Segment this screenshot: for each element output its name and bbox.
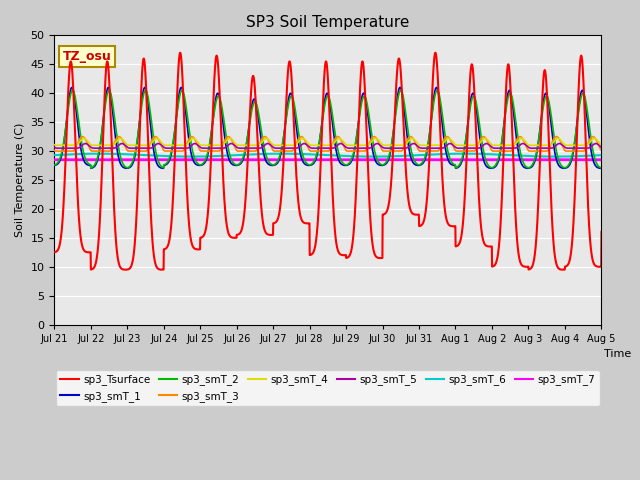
sp3_smT_3 [626,134,634,140]
Line: sp3_Tsurface: sp3_Tsurface [54,53,637,270]
sp3_smT_4 [381,143,389,148]
sp3_smT_4 [556,136,563,142]
Line: sp3_smT_3: sp3_smT_3 [54,137,637,151]
sp3_smT_3 [381,148,389,154]
sp3_Tsurface [235,231,243,237]
X-axis label: Time: Time [604,349,631,360]
sp3_Tsurface [522,264,530,270]
sp3_smT_6 [235,152,243,158]
sp3_smT_7 [634,157,640,163]
sp3_Tsurface [51,249,58,255]
sp3_smT_6 [634,151,640,156]
sp3_Tsurface [109,169,116,175]
sp3_smT_4 [408,135,416,141]
sp3_smT_5 [109,145,116,151]
sp3_smT_7 [235,157,243,163]
Line: sp3_smT_2: sp3_smT_2 [54,90,637,168]
Line: sp3_smT_1: sp3_smT_1 [54,87,637,168]
sp3_smT_2 [634,165,640,171]
sp3_smT_2 [235,161,243,167]
sp3_smT_6 [96,151,104,156]
Legend: sp3_Tsurface, sp3_smT_1, sp3_smT_2, sp3_smT_3, sp3_smT_4, sp3_smT_5, sp3_smT_6, : sp3_Tsurface, sp3_smT_1, sp3_smT_2, sp3_… [56,371,600,406]
sp3_smT_2 [555,158,563,164]
Line: sp3_smT_4: sp3_smT_4 [54,138,637,145]
sp3_Tsurface [626,226,634,231]
Text: TZ_osu: TZ_osu [63,50,111,63]
sp3_smT_5 [556,141,563,146]
Y-axis label: Soil Temperature (C): Soil Temperature (C) [15,123,25,237]
sp3_smT_5 [51,144,58,150]
sp3_smT_5 [300,141,308,146]
sp3_smT_1 [522,165,530,171]
sp3_smT_1 [381,161,389,167]
sp3_smT_6 [51,152,58,158]
Line: sp3_smT_5: sp3_smT_5 [54,144,637,148]
sp3_smT_4 [634,142,640,147]
sp3_smT_6 [556,154,563,159]
sp3_smT_3 [556,136,563,142]
sp3_smT_2 [626,149,634,155]
sp3_Tsurface [555,266,563,272]
sp3_smT_1 [235,162,243,168]
sp3_smT_3 [522,143,530,149]
sp3_smT_2 [381,160,389,166]
sp3_smT_7 [51,157,58,163]
sp3_smT_3 [109,143,116,149]
Title: SP3 Soil Temperature: SP3 Soil Temperature [246,15,410,30]
sp3_smT_5 [522,143,530,148]
sp3_smT_1 [555,163,563,168]
sp3_smT_2 [522,164,530,169]
sp3_smT_1 [560,166,568,171]
sp3_smT_7 [522,157,529,163]
sp3_smT_4 [51,142,58,147]
sp3_smT_1 [51,162,58,168]
sp3_smT_3 [51,148,59,154]
sp3_smT_7 [555,157,563,163]
sp3_smT_5 [626,142,634,147]
sp3_smT_6 [522,153,530,159]
sp3_smT_4 [53,143,61,148]
sp3_smT_6 [626,151,634,157]
sp3_smT_5 [54,145,62,151]
sp3_smT_5 [235,145,243,151]
sp3_smT_1 [626,158,634,164]
sp3_smT_1 [109,111,116,117]
sp3_smT_6 [109,151,116,156]
sp3_smT_4 [235,143,243,148]
sp3_Tsurface [381,211,389,216]
sp3_smT_3 [235,148,243,154]
sp3_smT_3 [51,147,58,153]
sp3_smT_6 [552,154,559,159]
sp3_smT_5 [634,144,640,150]
Line: sp3_smT_6: sp3_smT_6 [54,154,637,156]
sp3_smT_2 [109,103,116,108]
sp3_smT_5 [382,145,390,151]
sp3_smT_6 [381,154,389,159]
sp3_Tsurface [634,229,640,235]
sp3_smT_2 [68,87,76,93]
sp3_Tsurface [559,267,567,273]
sp3_smT_4 [109,142,116,148]
sp3_smT_7 [381,157,389,163]
sp3_smT_1 [634,165,640,171]
sp3_smT_3 [552,134,560,140]
sp3_smT_7 [625,157,633,163]
sp3_smT_2 [561,165,568,171]
sp3_smT_4 [626,136,634,142]
sp3_smT_7 [109,157,116,163]
sp3_smT_2 [51,162,58,168]
sp3_Tsurface [431,50,439,56]
sp3_smT_3 [634,147,640,153]
sp3_smT_4 [522,140,530,145]
sp3_smT_1 [104,84,112,90]
